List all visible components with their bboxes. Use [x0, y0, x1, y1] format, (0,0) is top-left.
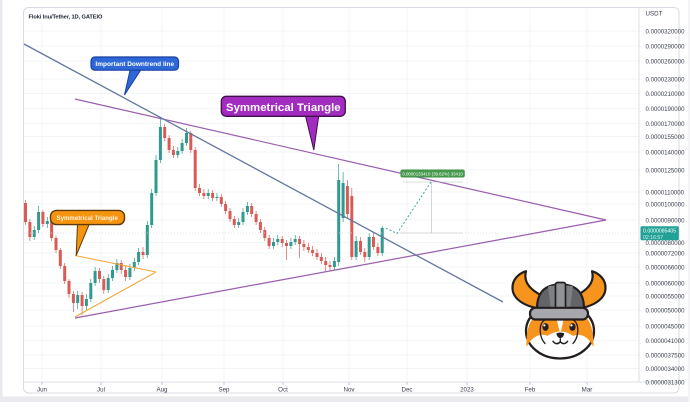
svg-text:0.0000125000: 0.0000125000 — [646, 167, 686, 174]
svg-text:Nov: Nov — [343, 387, 355, 394]
svg-text:0.0000140000: 0.0000140000 — [646, 149, 686, 156]
svg-text:0.0000055000: 0.0000055000 — [646, 293, 686, 300]
svg-text:Mar: Mar — [582, 387, 593, 394]
svg-text:0.0000320000: 0.0000320000 — [646, 28, 686, 35]
svg-text:0.0000100000: 0.0000100000 — [646, 201, 686, 208]
svg-text:0.0000045000: 0.0000045000 — [646, 323, 686, 330]
svg-text:0.0000085405: 0.0000085405 — [643, 229, 676, 235]
svg-text:2023: 2023 — [460, 387, 474, 394]
svg-text:Jul: Jul — [97, 387, 105, 394]
svg-text:0.0000031300: 0.0000031300 — [646, 379, 686, 386]
svg-text:0.0000090000: 0.0000090000 — [646, 217, 686, 224]
svg-text:0.0000037500: 0.0000037500 — [646, 352, 686, 359]
svg-text:0.0000290000: 0.0000290000 — [646, 43, 686, 50]
svg-text:Important Downtrend line: Important Downtrend line — [95, 61, 174, 68]
svg-text:0.0000041000: 0.0000041000 — [646, 338, 686, 345]
svg-text:0.0000110000: 0.0000110000 — [646, 189, 685, 196]
svg-text:0.0000210000: 0.0000210000 — [646, 91, 686, 98]
svg-text:Floki Inu/Tether, 1D, GATEIO: Floki Inu/Tether, 1D, GATEIO — [29, 14, 103, 20]
svg-text:02:16:57: 02:16:57 — [643, 235, 663, 241]
svg-text:0.0000050000: 0.0000050000 — [646, 307, 686, 314]
svg-text:Aug: Aug — [156, 387, 168, 394]
svg-text:0.0000155000: 0.0000155000 — [646, 134, 686, 141]
svg-text:Symmetrical Triangle: Symmetrical Triangle — [226, 102, 341, 114]
svg-text:0.0000190000: 0.0000190000 — [646, 106, 686, 113]
svg-text:0.0000260000: 0.0000260000 — [646, 58, 686, 65]
svg-text:Oct: Oct — [278, 387, 288, 394]
svg-text:Jun: Jun — [37, 387, 48, 394]
svg-text:Sep: Sep — [218, 387, 230, 394]
svg-text:0.0000230000: 0.0000230000 — [646, 76, 686, 83]
svg-text:Feb: Feb — [525, 387, 536, 394]
svg-text:0.0000034000: 0.0000034000 — [646, 366, 686, 373]
svg-text:USDT: USDT — [646, 11, 663, 18]
svg-text:0.0000080000: 0.0000080000 — [646, 240, 686, 247]
svg-text:0.0000170000: 0.0000170000 — [646, 121, 686, 128]
svg-text:Dec: Dec — [401, 387, 412, 394]
svg-text:0.0000072000: 0.0000072000 — [646, 250, 686, 257]
svg-text:0.0000133410 (39.82%) 33410: 0.0000133410 (39.82%) 33410 — [402, 171, 463, 176]
svg-text:Symmetrical Triangle: Symmetrical Triangle — [57, 215, 119, 222]
svg-text:0.0000066000: 0.0000066000 — [646, 264, 686, 271]
svg-text:0.0000060000: 0.0000060000 — [646, 280, 686, 287]
